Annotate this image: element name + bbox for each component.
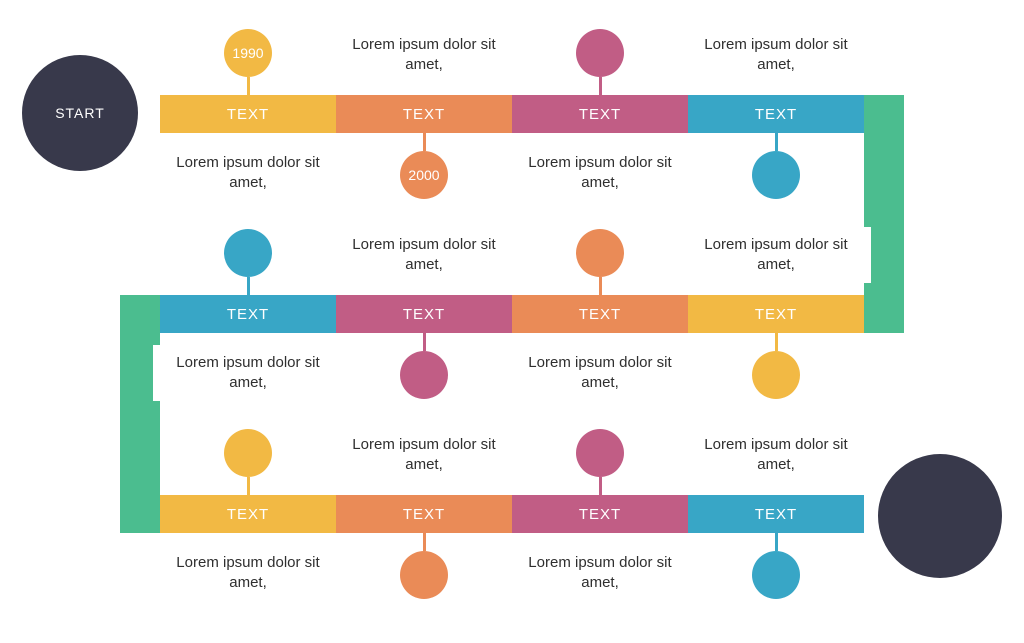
timeline-stem [775, 133, 778, 151]
timeline-node-circle [224, 229, 272, 277]
timeline-stem [247, 277, 250, 295]
timeline-bar: TEXT [688, 95, 864, 133]
timeline-card: Lorem ipsum dolor sit amet, [153, 145, 343, 201]
timeline-card: Lorem ipsum dolor sit amet, [681, 227, 871, 283]
timeline-card: Lorem ipsum dolor sit amet, [153, 545, 343, 601]
timeline-card: Lorem ipsum dolor sit amet, [505, 545, 695, 601]
connector-h-bottom [864, 295, 904, 333]
start-circle: START [22, 55, 138, 171]
timeline-bar: TEXT [160, 295, 336, 333]
timeline-stem [599, 77, 602, 95]
timeline-node-circle: 2000 [400, 151, 448, 199]
timeline-card: Lorem ipsum dolor sit amet, [153, 345, 343, 401]
timeline-node-circle [752, 551, 800, 599]
timeline-bar: TEXT [336, 495, 512, 533]
timeline-card: Lorem ipsum dolor sit amet, [329, 27, 519, 83]
timeline-node-circle [576, 29, 624, 77]
timeline-node-circle [576, 229, 624, 277]
timeline-bar: TEXT [336, 95, 512, 133]
timeline-bar: TEXT [336, 295, 512, 333]
connector-h-top [120, 295, 160, 333]
timeline-card: Lorem ipsum dolor sit amet, [505, 345, 695, 401]
timeline-stem [247, 77, 250, 95]
timeline-card: Lorem ipsum dolor sit amet, [505, 145, 695, 201]
timeline-stem [775, 333, 778, 351]
timeline-bar: TEXT [512, 495, 688, 533]
timeline-node-circle [400, 351, 448, 399]
timeline-card: Lorem ipsum dolor sit amet, [329, 227, 519, 283]
timeline-bar: TEXT [160, 495, 336, 533]
timeline-node-circle [224, 429, 272, 477]
timeline-stem [423, 133, 426, 151]
end-circle [878, 454, 1002, 578]
timeline-bar: TEXT [688, 295, 864, 333]
timeline-stem [247, 477, 250, 495]
timeline-stem [599, 477, 602, 495]
timeline-node-circle [752, 351, 800, 399]
timeline-bar: TEXT [512, 295, 688, 333]
timeline-node-circle [400, 551, 448, 599]
timeline-stem [423, 333, 426, 351]
timeline-card: Lorem ipsum dolor sit amet, [329, 427, 519, 483]
timeline-node-circle: 1990 [224, 29, 272, 77]
timeline-card: Lorem ipsum dolor sit amet, [681, 27, 871, 83]
timeline-bar: TEXT [512, 95, 688, 133]
timeline-bar: TEXT [160, 95, 336, 133]
timeline-stem [423, 533, 426, 551]
connector-h-bottom [120, 495, 160, 533]
timeline-stem [599, 277, 602, 295]
timeline-card: Lorem ipsum dolor sit amet, [681, 427, 871, 483]
timeline-node-circle [752, 151, 800, 199]
timeline-node-circle [576, 429, 624, 477]
timeline-bar: TEXT [688, 495, 864, 533]
connector-h-top [864, 95, 904, 133]
timeline-stem [775, 533, 778, 551]
